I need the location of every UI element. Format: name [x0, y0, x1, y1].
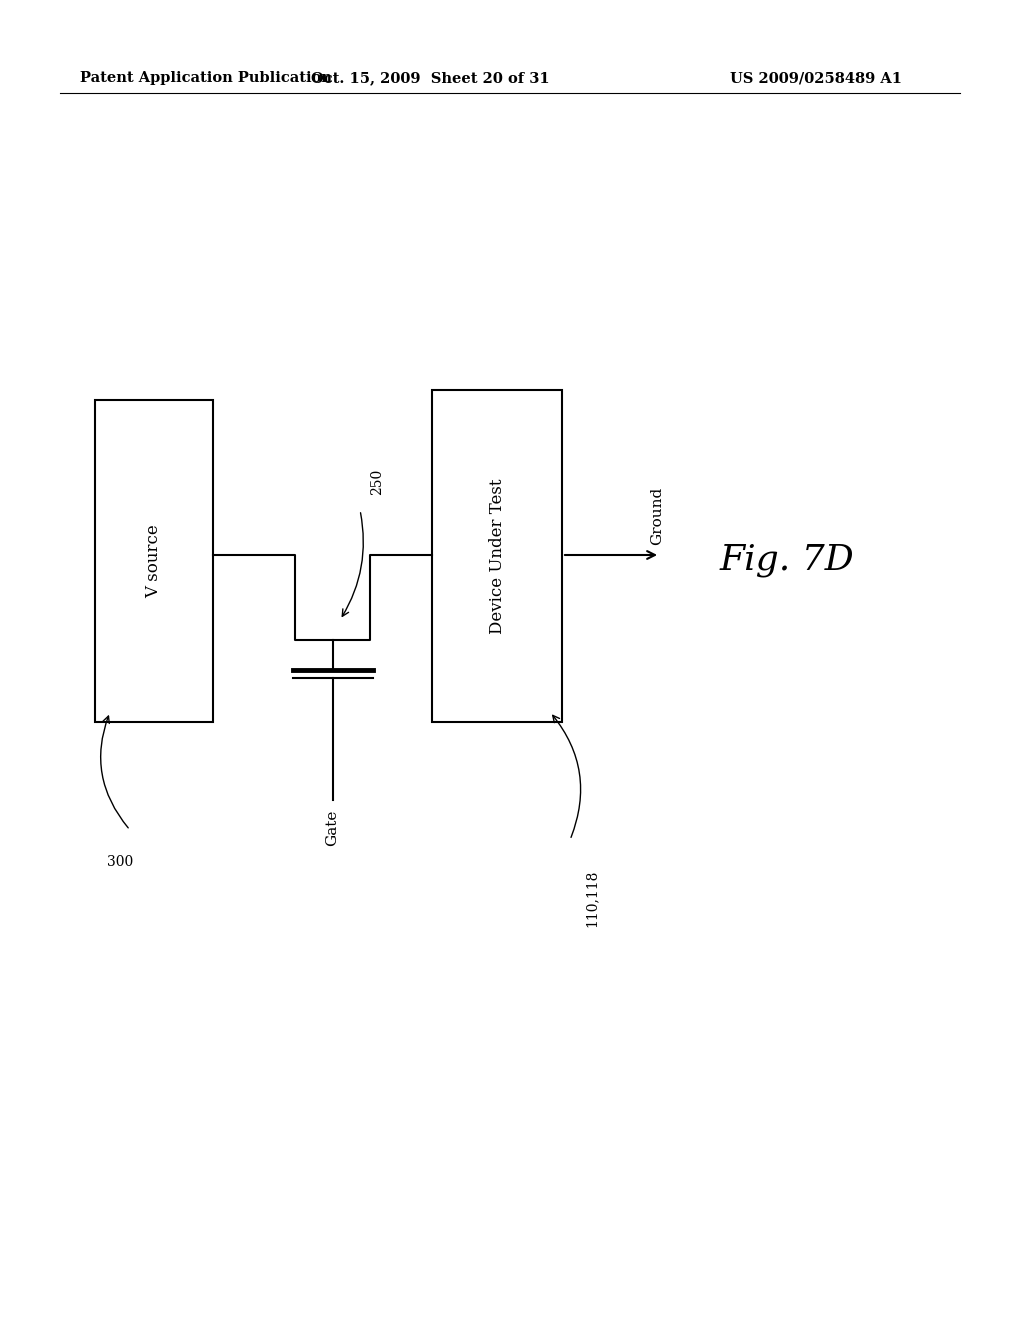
- Text: Gate: Gate: [326, 810, 340, 846]
- Text: 300: 300: [106, 855, 133, 869]
- Text: V source: V source: [145, 524, 163, 598]
- Bar: [95, 400, 213, 722]
- Text: Oct. 15, 2009  Sheet 20 of 31: Oct. 15, 2009 Sheet 20 of 31: [310, 71, 549, 84]
- Text: US 2009/0258489 A1: US 2009/0258489 A1: [730, 71, 902, 84]
- Bar: [432, 389, 562, 722]
- Text: 250: 250: [370, 469, 384, 495]
- Text: Ground: Ground: [650, 487, 664, 545]
- Text: Fig. 7D: Fig. 7D: [720, 543, 855, 577]
- Text: Device Under Test: Device Under Test: [488, 478, 506, 634]
- Text: 110,118: 110,118: [585, 870, 599, 928]
- Text: Patent Application Publication: Patent Application Publication: [80, 71, 332, 84]
